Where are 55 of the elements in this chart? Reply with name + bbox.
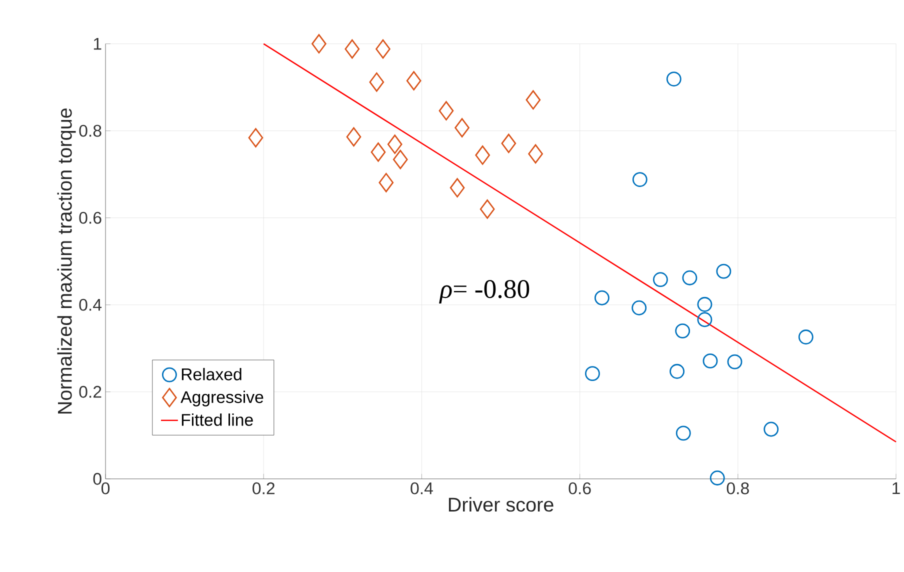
y-tick-label: 0.2 bbox=[79, 386, 102, 398]
y-tick-label: 0 bbox=[93, 472, 102, 485]
x-tick-label: 1 bbox=[892, 482, 900, 494]
annotation: ρ= -0.80 bbox=[439, 280, 530, 304]
legend-label: Relaxed bbox=[182, 368, 242, 380]
y-axis-title: Normalized maxium traction torque bbox=[57, 108, 76, 414]
point bbox=[369, 72, 384, 92]
x-axis-title: Driver score bbox=[448, 496, 554, 512]
point bbox=[450, 178, 465, 198]
point bbox=[376, 39, 390, 58]
point bbox=[764, 422, 779, 437]
point bbox=[702, 353, 718, 368]
x-tick-label: 0.2 bbox=[252, 482, 274, 494]
y-tick-label: 0.4 bbox=[79, 298, 102, 311]
point bbox=[716, 264, 732, 279]
point bbox=[632, 172, 648, 187]
point bbox=[378, 172, 394, 192]
point bbox=[438, 100, 454, 120]
legend-label: Fitted line bbox=[182, 413, 253, 426]
point bbox=[501, 134, 516, 153]
point bbox=[248, 128, 264, 148]
point bbox=[632, 300, 647, 316]
point bbox=[710, 470, 725, 486]
point bbox=[727, 354, 742, 370]
point bbox=[652, 272, 668, 287]
x-tick-label: 0.8 bbox=[726, 482, 749, 494]
point bbox=[526, 90, 541, 110]
point bbox=[675, 323, 690, 338]
y-tick-label: 0.6 bbox=[79, 212, 102, 224]
point bbox=[346, 127, 362, 146]
point bbox=[312, 34, 326, 54]
point bbox=[370, 142, 386, 162]
y-tick-label: 0.8 bbox=[79, 124, 102, 137]
point bbox=[697, 296, 712, 312]
x-tick-label: 0.4 bbox=[410, 482, 433, 494]
point bbox=[682, 270, 698, 286]
point bbox=[676, 425, 691, 440]
point bbox=[798, 329, 814, 344]
point bbox=[454, 118, 470, 138]
x-tick-label: 0.6 bbox=[568, 482, 591, 494]
point bbox=[697, 312, 712, 327]
point bbox=[344, 39, 360, 58]
y-tick-label: 1 bbox=[94, 38, 102, 50]
point bbox=[480, 199, 495, 219]
point bbox=[666, 71, 682, 86]
point bbox=[475, 145, 490, 165]
point bbox=[585, 366, 600, 381]
point bbox=[594, 290, 610, 306]
point bbox=[528, 144, 543, 164]
point bbox=[387, 134, 402, 154]
point bbox=[670, 364, 685, 379]
x-tick-label: 0 bbox=[101, 482, 110, 494]
point bbox=[392, 150, 408, 169]
legend-label: Aggressive bbox=[180, 390, 264, 406]
point bbox=[406, 70, 422, 90]
